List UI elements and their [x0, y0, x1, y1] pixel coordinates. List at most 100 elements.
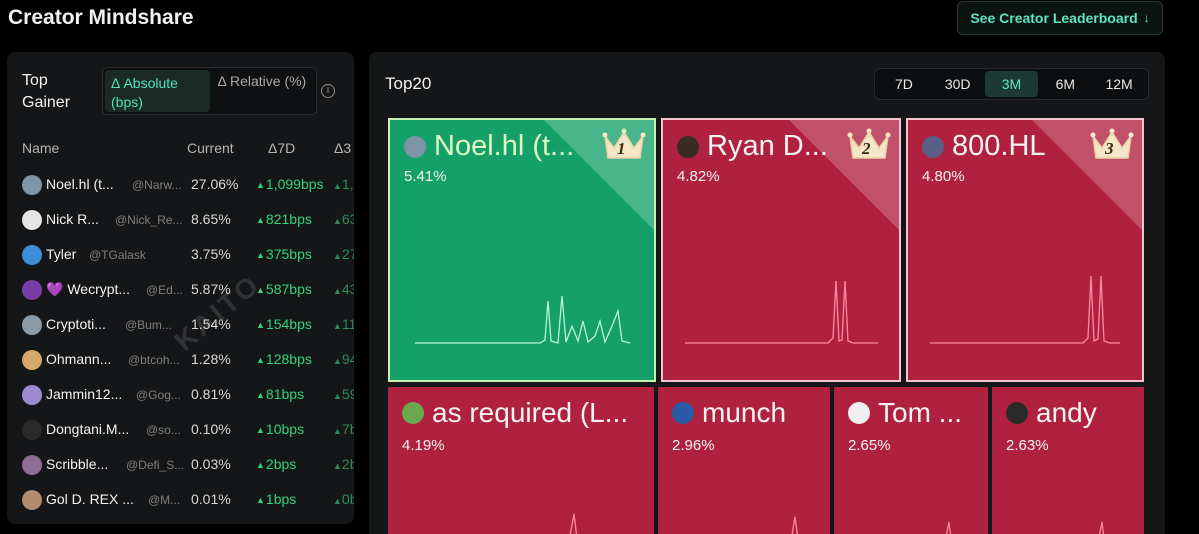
creator-handle: @so... [146, 423, 181, 437]
table-row[interactable]: Jammin12... @Gog... 0.81% ▲81bps ▲59 [7, 380, 354, 415]
up-triangle-icon: ▲ [256, 495, 265, 505]
creator-name[interactable]: Ohmann... [46, 351, 112, 367]
delta-7d-value: 375bps [265, 246, 312, 262]
tile-name: munch [672, 397, 786, 429]
page-title: Creator Mindshare [8, 6, 194, 29]
creator-handle: @M... [148, 493, 181, 507]
delta-30d-value: 63 [341, 211, 354, 227]
up-triangle-icon: ▲ [333, 181, 342, 191]
mindshare-sparkline [1098, 521, 1105, 534]
creator-name[interactable]: 💜 Wecrypt... [46, 281, 131, 297]
delta-7d: ▲2bps [256, 456, 296, 472]
treemap-tile[interactable]: as required (L... 4.19% [388, 387, 654, 534]
creator-name[interactable]: Dongtani.M... [46, 421, 130, 437]
treemap-tile[interactable]: andy 2.63% [992, 387, 1144, 534]
table-row[interactable]: Scribble... @Defi_S... 0.03% ▲2bps ▲2b [7, 450, 354, 485]
table-row[interactable]: Noel.hl (t...@Narw...27.06%▲1,099bps▲1,6 [7, 170, 354, 205]
tile-name-text: 800.HL [952, 130, 1046, 162]
creator-name[interactable]: Noel.hl (t... [46, 176, 114, 192]
period-tab-12m[interactable]: 12M [1105, 76, 1133, 92]
delta-30d: ▲7b [333, 421, 354, 437]
table-row[interactable]: Tyler @TGalask 3.75% ▲375bps ▲27 [7, 240, 354, 275]
current-mindshare: 0.81% [191, 386, 231, 402]
up-triangle-icon: ▲ [256, 390, 265, 400]
current-mindshare: 1.54% [191, 316, 231, 332]
up-triangle-icon: ▲ [333, 216, 342, 226]
creator-name[interactable]: Cryptoti... [46, 316, 106, 332]
up-triangle-icon: ▲ [256, 215, 265, 225]
creator-handle: @Gog... [136, 388, 181, 402]
tile-mindshare-percent: 4.82% [677, 168, 720, 185]
creator-name[interactable]: Scribble... [46, 456, 109, 472]
delta-30d: ▲0b [333, 491, 354, 507]
column-header-delta-30d[interactable]: Δ3 [334, 140, 352, 156]
delta-7d-value: 10bps [265, 421, 305, 437]
crown-icon: 3 [1090, 128, 1134, 167]
toggle-relative-percent[interactable]: Δ Relative (%) [217, 73, 307, 89]
up-triangle-icon: ▲ [333, 496, 342, 506]
delta-30d: ▲27 [333, 246, 354, 262]
delta-30d-value: 1,6 [341, 176, 354, 192]
delta-mode-toggle: Δ Absolute (bps) Δ Relative (%) [102, 67, 317, 115]
top-gainer-label: Top Gainer [22, 72, 71, 111]
column-header-name[interactable]: Name [22, 140, 60, 156]
creator-name[interactable]: Nick R... [46, 211, 99, 227]
tile-name: andy [1006, 397, 1097, 429]
delta-30d-value: 7b [341, 421, 354, 437]
top20-title: Top20 [385, 74, 432, 93]
delta-7d: ▲10bps [256, 421, 304, 437]
table-row[interactable]: Gol D. REX ... @M... 0.01% ▲1bps ▲0b [7, 485, 354, 520]
rank-number: 1 [617, 139, 626, 158]
delta-7d-value: 1bps [265, 491, 297, 507]
up-triangle-icon: ▲ [333, 286, 342, 296]
table-row[interactable]: Nick R... @Nick_Re... 8.65% ▲821bps ▲63 [7, 205, 354, 240]
table-row[interactable]: 💜 Wecrypt... @Ed... 5.87% ▲587bps ▲43 [7, 275, 354, 310]
treemap-tile[interactable]: munch 2.96% [658, 387, 830, 534]
delta-30d: ▲59 [333, 386, 354, 402]
info-icon[interactable]: i [321, 84, 335, 98]
delta-7d: ▲154bps [256, 316, 312, 332]
tile-name-text: Ryan D... [707, 130, 828, 162]
avatar [22, 490, 42, 510]
treemap-tile[interactable]: Tom ... 2.65% [834, 387, 988, 534]
current-mindshare: 0.10% [191, 421, 231, 437]
creator-handle: @Defi_S... [126, 458, 185, 472]
tile-mindshare-percent: 2.96% [672, 437, 715, 454]
column-header-current[interactable]: Current [187, 140, 234, 156]
period-tab-6m[interactable]: 6M [1055, 76, 1076, 92]
creator-name[interactable]: Jammin12... [46, 386, 123, 402]
tile-name-text: Tom ... [878, 397, 963, 428]
column-header-delta-7d[interactable]: Δ7D [268, 140, 296, 156]
avatar [22, 420, 42, 440]
tile-name: 800.HL [922, 130, 1046, 163]
see-creator-leaderboard-button[interactable]: See Creator Leaderboard ↓ [957, 1, 1163, 35]
creator-name[interactable]: Tyler [46, 246, 77, 262]
treemap-tile[interactable]: 800.HL 4.80% 3 [906, 118, 1144, 382]
creator-handle: @Nick_Re... [115, 213, 183, 227]
delta-7d-value: 1,099bps [265, 176, 324, 192]
delta-30d-value: 113 [341, 316, 354, 332]
up-triangle-icon: ▲ [333, 391, 342, 401]
avatar [22, 175, 42, 195]
current-mindshare: 3.75% [191, 246, 231, 262]
period-tab-7d[interactable]: 7D [894, 76, 913, 92]
delta-30d-value: 2b [341, 456, 354, 472]
period-tab-3m[interactable]: 3M [984, 71, 1039, 97]
creator-handle: @Bum... [125, 318, 172, 332]
delta-30d: ▲2b [333, 456, 354, 472]
table-row[interactable]: Cryptoti...@Bum...1.54%▲154bps▲113 [7, 310, 354, 345]
table-row[interactable]: Dongtani.M... @so... 0.10% ▲10bps ▲7b [7, 415, 354, 450]
current-mindshare: 27.06% [191, 176, 239, 192]
avatar [22, 280, 42, 300]
crown-icon: 1 [602, 128, 646, 167]
table-row[interactable]: Ohmann... @btcoh... 1.28% ▲128bps ▲94 [7, 345, 354, 380]
delta-7d: ▲821bps [256, 211, 312, 227]
up-triangle-icon: ▲ [333, 356, 342, 366]
period-tab-30d[interactable]: 30D [944, 76, 971, 92]
delta-30d-value: 43 [341, 281, 354, 297]
toggle-absolute-bps[interactable]: Δ Absolute (bps) [105, 70, 210, 112]
creator-name[interactable]: Gol D. REX ... [46, 491, 134, 507]
treemap-tile[interactable]: Noel.hl (t... 5.41% 1 [388, 118, 656, 382]
tile-name-text: Noel.hl (t... [434, 130, 575, 162]
treemap-tile[interactable]: Ryan D... 4.82% 2 [661, 118, 901, 382]
